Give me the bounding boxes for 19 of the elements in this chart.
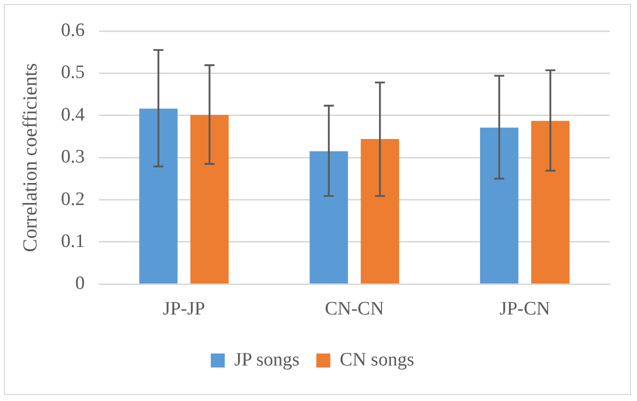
bar [531,120,570,284]
y-tick-label: 0.4 [61,104,86,126]
bar [360,139,400,284]
y-tick-label: 0 [75,273,85,294]
legend-label: CN songs [340,349,414,370]
bar [139,108,178,284]
x-tick-label: JP-CN [499,298,550,320]
y-tick-label: 0.3 [61,146,85,168]
x-tick-label: CN-CN [324,298,384,320]
x-tick-label: JP-JP [162,298,206,320]
y-tick-label: 0.5 [61,62,85,84]
y-tick-label: 0.6 [61,20,85,41]
y-tick-label: 0.2 [61,188,85,210]
legend-label: JP songs [234,349,300,370]
y-axis-title: Correlation coefficients [19,62,42,252]
bar [190,114,229,284]
y-tick-label: 0.1 [61,230,85,252]
bar [480,128,518,284]
bar [310,151,348,284]
